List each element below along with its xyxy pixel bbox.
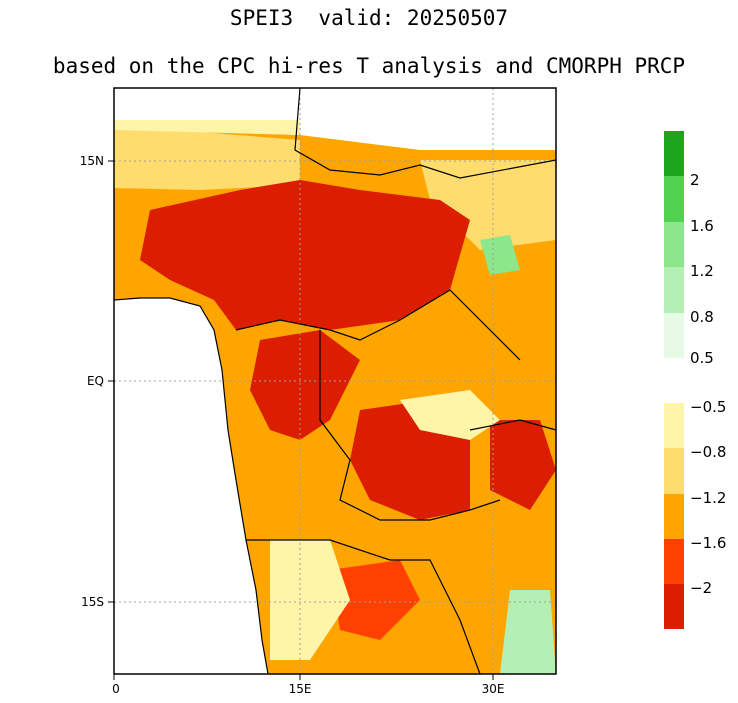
colorbar-bin xyxy=(664,494,684,539)
map-subtitle: based on the CPC hi-res T analysis and C… xyxy=(52,54,686,78)
lat-label-eq: EQ xyxy=(87,374,104,388)
red-central xyxy=(250,330,360,440)
colorbar-bin xyxy=(664,131,684,176)
colorbar-bin xyxy=(664,313,684,358)
colorbar-bin xyxy=(664,358,684,403)
country-borders xyxy=(113,87,557,675)
red-east xyxy=(490,420,556,510)
colorbar-tick-label: 0.8 xyxy=(690,308,714,326)
lon-label-30e: 30E xyxy=(482,682,505,696)
colorbar-tick-label: 2 xyxy=(690,171,700,189)
lon-label-15e: 15E xyxy=(289,682,312,696)
pale-south xyxy=(270,540,350,660)
red-west-africa xyxy=(140,180,470,330)
colorbar-bin xyxy=(664,448,684,494)
colorbar-tick-label: −0.8 xyxy=(690,443,726,461)
map-title: SPEI3 valid: 20250507 xyxy=(229,6,509,30)
pale-east xyxy=(400,390,500,440)
colorbar-bin xyxy=(664,176,684,222)
colorbar-bin xyxy=(664,267,684,313)
colorbar-tick-label: 1.6 xyxy=(690,217,714,235)
colorbar-tick-label: −1.2 xyxy=(690,489,726,507)
colorbar-tick-label: 0.5 xyxy=(690,349,714,367)
sahel-light-band-2 xyxy=(420,160,556,250)
sahel-light-band xyxy=(114,130,300,190)
colorbar-tick-label: −0.5 xyxy=(690,398,726,416)
lon-label-0: 0 xyxy=(112,682,120,696)
wet-southeast xyxy=(500,590,556,674)
colorbar-tick-label: −2 xyxy=(690,579,712,597)
colorbar-tick-label: −1.6 xyxy=(690,534,726,552)
colorbar-bin xyxy=(664,539,684,584)
colorbar-bin xyxy=(664,584,684,629)
colorbar-bin xyxy=(664,222,684,267)
colorbar-bin xyxy=(664,403,684,448)
lat-label-15s: 15S xyxy=(81,595,104,609)
wet-east xyxy=(480,235,520,275)
desert-pale xyxy=(114,120,300,135)
ocean xyxy=(114,298,268,674)
graticule xyxy=(114,88,556,674)
lat-label-15n: 15N xyxy=(80,154,104,168)
red-south xyxy=(330,560,420,640)
colorbar-tick-label: 1.2 xyxy=(690,262,714,280)
colorbar: 2 1.6 1.2 0.8 0.5 −0.5 −0.8 −1.2 −1.6 −2 xyxy=(664,131,726,629)
